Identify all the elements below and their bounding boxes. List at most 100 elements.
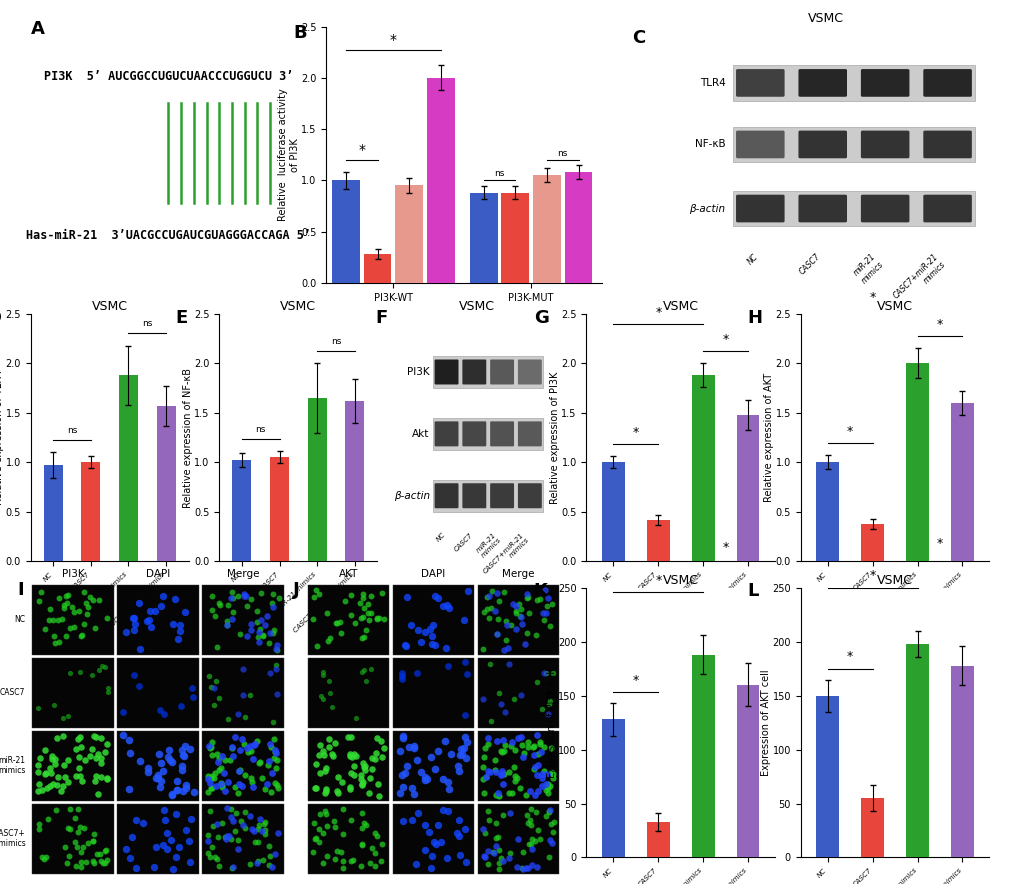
Point — [38, 766, 54, 781]
Point — [519, 740, 535, 754]
Point — [458, 855, 474, 869]
Point — [360, 598, 376, 612]
Point — [361, 786, 377, 800]
Title: VSMC: VSMC — [807, 12, 844, 26]
Point — [398, 591, 415, 605]
Point — [117, 624, 133, 638]
Point — [314, 665, 330, 679]
Point — [497, 613, 514, 628]
FancyBboxPatch shape — [462, 360, 486, 385]
Point — [77, 855, 94, 869]
Point — [150, 768, 166, 782]
Point — [262, 737, 278, 751]
Point — [238, 741, 255, 755]
Point — [524, 857, 540, 872]
Point — [38, 850, 54, 865]
Point — [210, 597, 226, 611]
Point — [334, 827, 351, 842]
Point — [520, 816, 536, 830]
Bar — [119, 375, 138, 561]
Point — [477, 769, 493, 783]
Point — [501, 846, 518, 860]
Point — [127, 813, 144, 827]
Point — [213, 749, 229, 763]
Point — [211, 751, 227, 766]
Point — [460, 583, 476, 598]
Point — [356, 629, 372, 644]
Point — [234, 819, 251, 833]
Point — [125, 611, 142, 625]
Point — [491, 594, 507, 608]
Point — [177, 781, 194, 795]
Point — [213, 817, 229, 831]
Point — [308, 757, 324, 771]
Point — [493, 744, 510, 758]
Point — [90, 747, 106, 761]
Point — [455, 741, 472, 755]
Point — [210, 691, 226, 705]
Point — [528, 728, 544, 743]
Bar — [601, 462, 624, 561]
Point — [55, 600, 71, 614]
Point — [430, 743, 446, 758]
Point — [168, 782, 184, 796]
Y-axis label: Expression of PI3K cell: Expression of PI3K cell — [546, 667, 556, 778]
Point — [306, 816, 322, 830]
Point — [436, 734, 452, 748]
Point — [333, 775, 350, 789]
Title: VSMC: VSMC — [662, 300, 698, 313]
Point — [396, 766, 413, 780]
Point — [314, 743, 330, 758]
Point — [438, 598, 454, 612]
Point — [78, 606, 95, 621]
Point — [249, 835, 265, 850]
Point — [459, 667, 475, 681]
Point — [86, 827, 102, 842]
Point — [227, 730, 244, 744]
Point — [245, 780, 261, 794]
Point — [368, 731, 384, 745]
Point — [173, 763, 190, 777]
Text: *: * — [632, 426, 639, 439]
Point — [343, 751, 360, 765]
Text: *: * — [721, 541, 729, 554]
Point — [487, 753, 503, 767]
Text: Has-miR-21  3’UACGCCUGAUCGUAGGGACCAGA 5’: Has-miR-21 3’UACGCCUGAUCGUAGGGACCAGA 5’ — [25, 229, 311, 241]
Point — [49, 731, 65, 745]
Point — [206, 609, 222, 623]
Point — [266, 623, 282, 637]
Point — [510, 833, 526, 847]
Point — [33, 585, 49, 599]
Point — [457, 708, 473, 722]
Point — [171, 618, 187, 632]
Point — [236, 767, 253, 781]
Point — [373, 837, 389, 851]
Point — [50, 613, 66, 627]
Point — [537, 777, 553, 791]
Point — [316, 748, 332, 762]
Point — [318, 761, 334, 775]
Point — [439, 775, 455, 789]
Point — [324, 747, 340, 761]
Point — [439, 804, 455, 819]
Bar — [951, 403, 973, 561]
Point — [364, 751, 380, 765]
Point — [91, 663, 107, 677]
FancyBboxPatch shape — [434, 360, 459, 385]
Point — [73, 855, 90, 869]
Title: VSMC: VSMC — [876, 574, 912, 587]
Point — [367, 827, 383, 841]
Point — [146, 860, 162, 874]
Point — [132, 642, 149, 656]
Point — [522, 837, 538, 851]
Point — [219, 775, 235, 789]
Point — [527, 789, 543, 803]
Point — [74, 774, 91, 788]
Point — [497, 633, 514, 647]
Point — [70, 732, 87, 746]
Point — [394, 813, 411, 827]
Point — [250, 854, 266, 868]
Point — [99, 736, 115, 751]
Point — [165, 617, 181, 631]
Point — [44, 749, 60, 763]
